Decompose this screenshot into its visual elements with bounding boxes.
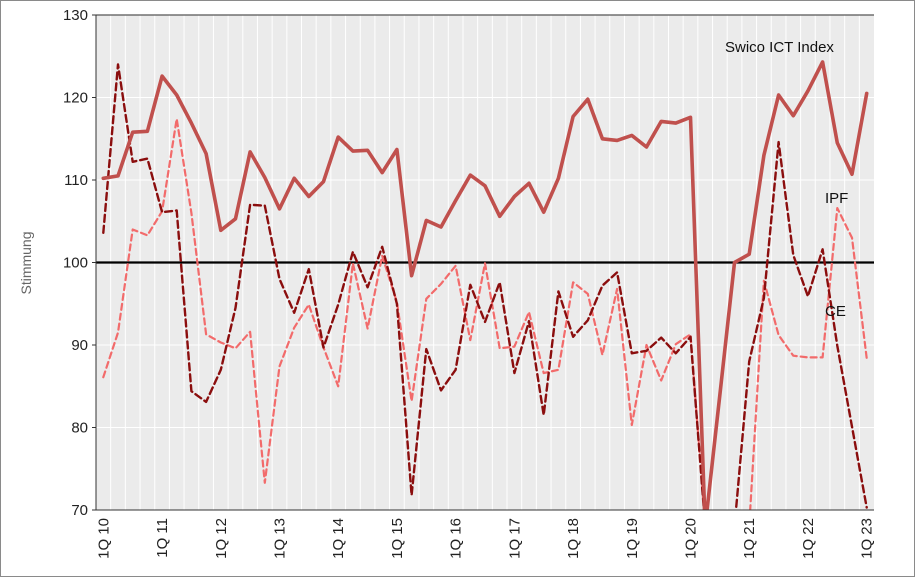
x-tick-label: 1Q 12	[213, 518, 230, 559]
x-tick-label: 1Q 10	[95, 518, 112, 559]
annotation-ipf: IPF	[825, 190, 848, 207]
x-tick-label: 1Q 18	[565, 518, 582, 559]
series-layer	[101, 60, 869, 510]
y-tick-label: 90	[71, 337, 88, 354]
y-axis: 70 80 90 100 110 120 130	[63, 7, 97, 519]
annotation-ce: CE	[825, 303, 846, 320]
series-swico-ict-index-line	[101, 60, 869, 510]
x-tick-label: 1Q 21	[741, 518, 758, 559]
x-tick-label: 1Q 14	[330, 518, 347, 559]
x-tick-label: 1Q 20	[683, 518, 700, 559]
series-ipf-line	[102, 117, 868, 510]
y-tick-label: 80	[71, 420, 88, 437]
y-tick-label: 110	[64, 172, 88, 189]
x-tick-label: 1Q 19	[624, 518, 641, 559]
x-tick-label: 1Q 11	[154, 518, 171, 558]
series-ce-line	[102, 63, 868, 510]
annotation-swico-ict-index: Swico ICT Index	[725, 39, 834, 56]
x-tick-label: 1Q 15	[389, 518, 406, 559]
y-tick-label: 100	[63, 255, 88, 272]
x-tick-label: 1Q 23	[859, 518, 876, 559]
y-axis-title: Stimmung	[18, 231, 34, 294]
x-tick-label: 1Q 17	[506, 518, 523, 559]
x-tick-label: 1Q 16	[448, 518, 465, 559]
x-tick-label: 1Q 22	[800, 518, 817, 559]
y-tick-label: 70	[71, 502, 88, 519]
x-tick-label: 1Q 13	[272, 518, 289, 559]
x-axis: 1Q 10 1Q 11 1Q 12 1Q 13 1Q 14 1Q 15 1Q 16 1Q 17…	[95, 509, 876, 559]
y-tick-label: 120	[63, 90, 88, 107]
y-tick-label: 130	[63, 7, 88, 24]
